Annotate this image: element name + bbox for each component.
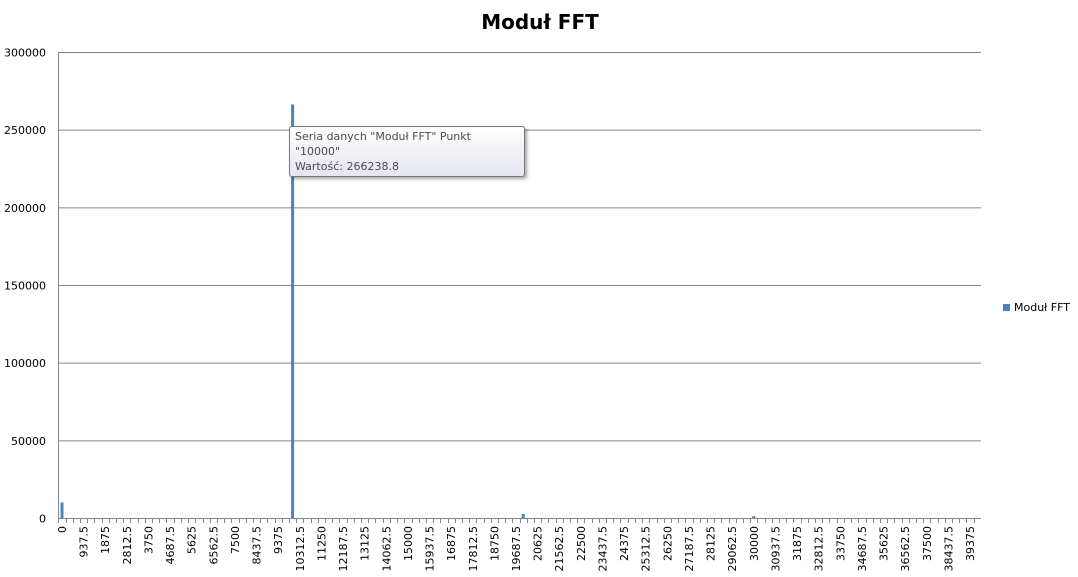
x-tick-label: 31875 (791, 526, 804, 561)
tooltip-series-line: Seria danych "Moduł FFT" Punkt "10000" (295, 130, 471, 158)
x-tick-label: 16875 (445, 526, 458, 561)
x-tick-label: 12187.5 (337, 526, 350, 572)
x-tick-label: 38437.5 (942, 526, 955, 572)
tooltip: Seria danych "Moduł FFT" Punkt "10000" W… (289, 126, 525, 177)
tooltip-value-line: Wartość: 266238.8 (295, 160, 399, 173)
x-tick-label: 2812.5 (121, 526, 134, 565)
x-tick-label: 23437.5 (596, 526, 609, 572)
x-tick-label: 6562.5 (207, 526, 220, 565)
x-tick-label: 36562.5 (899, 526, 912, 572)
x-tick-label: 5625 (186, 526, 199, 554)
chart-title: Moduł FFT (481, 10, 599, 34)
x-tick-label: 3750 (142, 526, 155, 554)
x-tick-label: 14062.5 (380, 526, 393, 572)
x-tick-label: 1875 (99, 526, 112, 554)
y-tick-label: 150000 (4, 280, 46, 293)
x-tick-label: 29062.5 (726, 526, 739, 572)
x-tick-label: 37500 (921, 526, 934, 561)
x-tick-label: 10312.5 (294, 526, 307, 572)
y-tick-label: 50000 (11, 435, 46, 448)
x-tick-label: 24375 (618, 526, 631, 561)
x-tick-label: 13125 (359, 526, 372, 561)
y-tick-label: 100000 (4, 357, 46, 370)
x-tick-label: 33750 (834, 526, 847, 561)
x-tick-label: 22500 (575, 526, 588, 561)
x-tick-label: 9375 (272, 526, 285, 554)
x-tick-label: 4687.5 (164, 526, 177, 565)
x-tick-label: 26250 (661, 526, 674, 561)
legend-label: Moduł FFT (1014, 301, 1070, 314)
x-tick-label: 35625 (878, 526, 891, 561)
x-tick-label: 28125 (705, 526, 718, 561)
x-tick-label: 15000 (402, 526, 415, 561)
x-tick-label: 21562.5 (553, 526, 566, 572)
y-tick-label: 300000 (4, 47, 46, 60)
x-tick-label: 39375 (964, 526, 977, 561)
y-tick-label: 200000 (4, 202, 46, 215)
x-tick-label: 34687.5 (856, 526, 869, 572)
x-tick-label: 20625 (532, 526, 545, 561)
y-tick-label: 250000 (4, 124, 46, 137)
x-tick-label: 32812.5 (813, 526, 826, 572)
x-tick-label: 17812.5 (467, 526, 480, 572)
x-tick-label: 30937.5 (769, 526, 782, 572)
x-tick-label: 11250 (315, 526, 328, 561)
legend-swatch (1003, 304, 1010, 311)
x-tick-label: 18750 (488, 526, 501, 561)
x-tick-label: 0 (56, 526, 69, 533)
bar (291, 104, 295, 519)
x-tick-label: 27187.5 (683, 526, 696, 572)
x-tick-label: 7500 (229, 526, 242, 554)
x-tick-label: 937.5 (78, 526, 91, 558)
x-tick-label: 19687.5 (510, 526, 523, 572)
legend: Moduł FFT (1003, 301, 1070, 314)
x-tick-label: 8437.5 (251, 526, 264, 565)
x-tick-label: 15937.5 (424, 526, 437, 572)
x-tick-label: 25312.5 (640, 526, 653, 572)
bar (752, 516, 756, 518)
y-tick-label: 0 (39, 513, 46, 526)
bar (521, 514, 525, 518)
x-tick-label: 30000 (748, 526, 761, 561)
bar (60, 502, 64, 518)
